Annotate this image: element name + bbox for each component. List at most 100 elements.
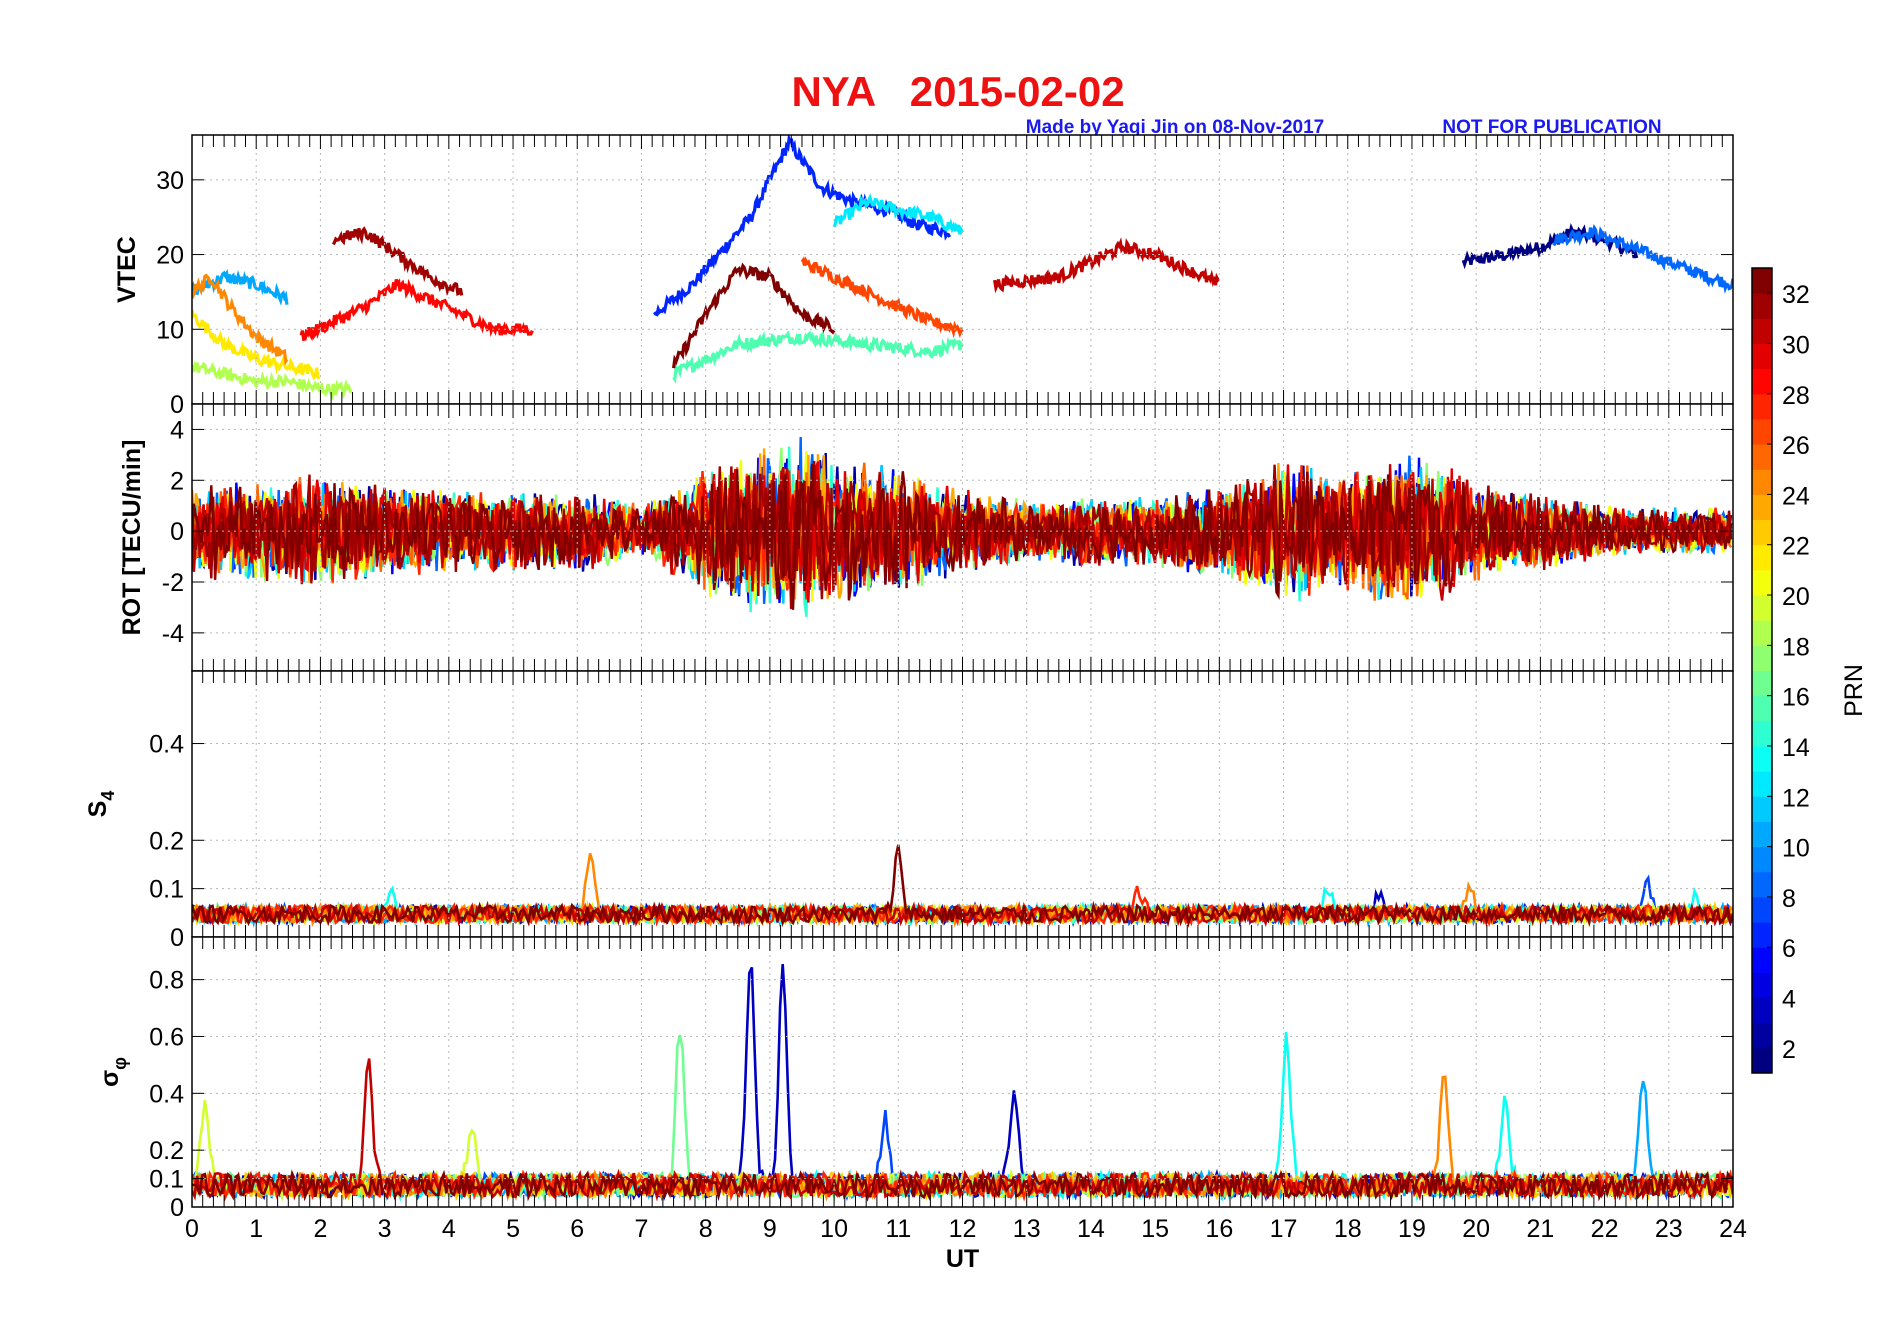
colorbar-cell — [1752, 318, 1772, 344]
x-tick-label: 18 — [1334, 1215, 1362, 1243]
series-group — [192, 135, 1733, 401]
colorbar-cell — [1752, 368, 1772, 395]
colorbar-frame — [1751, 267, 1773, 1074]
colorbar-tick-label: 32 — [1782, 281, 1810, 309]
x-tick-label: 13 — [1013, 1215, 1041, 1243]
colorbar-cell — [1752, 620, 1772, 646]
y-tick-label: 10 — [156, 316, 184, 344]
colorbar-tick-label: 16 — [1782, 684, 1810, 712]
colorbar-tick-label: 28 — [1782, 382, 1810, 410]
x-axis-label: UT — [946, 1245, 979, 1273]
colorbar-cell — [1752, 293, 1772, 319]
x-tick-label: 10 — [820, 1215, 848, 1243]
colorbar-cell — [1752, 1047, 1772, 1074]
x-tick-label: 6 — [570, 1215, 584, 1243]
colorbar-cell — [1752, 947, 1772, 973]
chart-title: NYA 2015-02-02 — [791, 68, 1124, 115]
colorbar-cell — [1752, 720, 1772, 747]
vtec-series-prn-26 — [800, 256, 964, 339]
vtec-series-prn-30 — [993, 237, 1221, 294]
vtec-series-prn-15 — [672, 330, 964, 384]
x-tick-label: 3 — [378, 1215, 392, 1243]
colorbar-cell — [1752, 972, 1772, 999]
y-tick-label: 0.2 — [149, 1137, 184, 1165]
y-tick-label: 0.1 — [149, 876, 184, 904]
colorbar-tick-label: 22 — [1782, 533, 1810, 561]
y-tick-label: 4 — [170, 416, 184, 444]
plot-area — [192, 937, 1733, 1207]
colorbar-cell — [1752, 922, 1772, 948]
colorbar-cell — [1752, 645, 1772, 671]
y-tick-label: 0.8 — [149, 967, 184, 995]
x-tick-label: 4 — [442, 1215, 456, 1243]
y-tick-label: 0.1 — [149, 1166, 184, 1194]
vtec-series-prn-32 — [672, 262, 836, 369]
x-tick-label: 15 — [1141, 1215, 1169, 1243]
colorbar-tick-label: 12 — [1782, 784, 1810, 812]
colorbar-cell — [1752, 418, 1772, 445]
vtec-series-prn-6 — [653, 135, 952, 317]
x-tick-label: 9 — [763, 1215, 777, 1243]
colorbar-cell — [1752, 846, 1772, 873]
x-tick-label: 17 — [1270, 1215, 1298, 1243]
y-tick-label: 2 — [170, 467, 184, 495]
colorbar-cell — [1752, 469, 1772, 495]
panel-vtec: 0 10 20 30 VTEC — [113, 134, 1734, 419]
y-tick-label: 30 — [156, 167, 184, 195]
x-tick-label: 21 — [1526, 1215, 1554, 1243]
colorbar-cell — [1752, 670, 1772, 697]
colorbar-cell — [1752, 544, 1772, 571]
panel-rot: -4 -2 0 2 4 ROT [TECU/min] — [118, 403, 1734, 672]
y-axis-label: ROT [TECU/min] — [118, 440, 146, 636]
colorbar-cell — [1752, 268, 1772, 294]
y-tick-label: 0 — [170, 924, 184, 952]
vtec-series-prn-24 — [192, 273, 289, 366]
colorbar-tick-label: 8 — [1782, 885, 1796, 913]
x-tick-label: 19 — [1398, 1215, 1426, 1243]
x-tick-label: 7 — [635, 1215, 649, 1243]
colorbar-tick-label: 26 — [1782, 432, 1810, 460]
y-tick-label: 20 — [156, 242, 184, 270]
colorbar-cell — [1752, 595, 1772, 621]
x-tick-label: 1 — [249, 1215, 263, 1243]
y-tick-label: 0.4 — [149, 731, 184, 759]
x-tick-label: 23 — [1655, 1215, 1683, 1243]
y-axis-label: S4 — [84, 791, 118, 818]
x-tick-label: 24 — [1719, 1215, 1747, 1243]
colorbar-cell — [1752, 771, 1772, 797]
vtec-series-prn-31 — [331, 226, 464, 297]
series-group — [192, 436, 1733, 617]
colorbar-tick-label: 4 — [1782, 986, 1796, 1014]
colorbar-tick-label: 10 — [1782, 835, 1810, 863]
colorbar-cell — [1752, 569, 1772, 596]
colorbar-tick-label: 2 — [1782, 1036, 1796, 1064]
y-tick-label: 0 — [170, 1194, 184, 1222]
colorbar-tick-label: 14 — [1782, 734, 1810, 762]
y-tick-label: 0 — [170, 518, 184, 546]
colorbar-cell — [1752, 343, 1772, 370]
y-tick-label: 0.6 — [149, 1023, 184, 1051]
colorbar-cell — [1752, 871, 1772, 898]
colorbar-cell — [1752, 519, 1772, 546]
x-tick-label: 0 — [185, 1215, 199, 1243]
colorbar-cell — [1752, 745, 1772, 772]
x-tick-label: 20 — [1462, 1215, 1490, 1243]
vtec-series-prn-18 — [192, 360, 353, 401]
colorbar-cell — [1752, 695, 1772, 722]
x-tick-label: 12 — [949, 1215, 977, 1243]
rot-series-prn-32 — [192, 464, 1733, 610]
x-tick-label: 8 — [699, 1215, 713, 1243]
y-tick-label: 0.2 — [149, 827, 184, 855]
colorbar-cell — [1752, 1022, 1772, 1049]
vtec-series-prn-10 — [192, 268, 289, 306]
colorbar-cell — [1752, 796, 1772, 822]
vtec-series-prn-8 — [1552, 223, 1733, 295]
y-tick-label: 0 — [170, 391, 184, 419]
x-tick-label: 5 — [506, 1215, 520, 1243]
y-axis-label: σφ — [96, 1057, 130, 1087]
y-axis-label: VTEC — [113, 236, 141, 303]
